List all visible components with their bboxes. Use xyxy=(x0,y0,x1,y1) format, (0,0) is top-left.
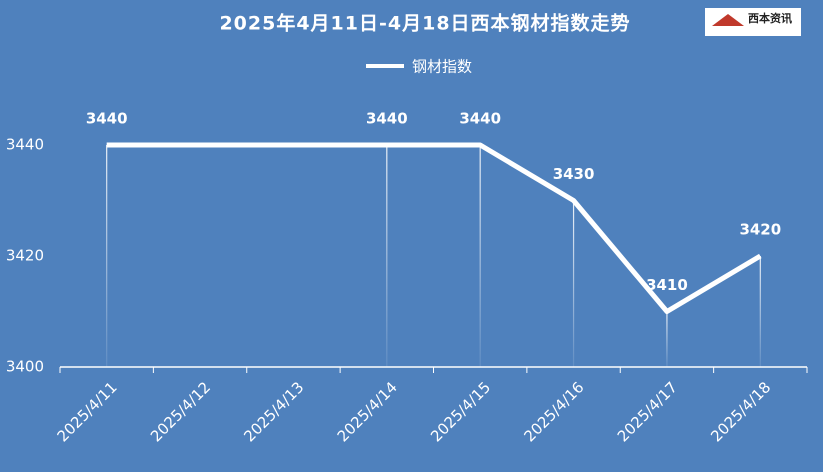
logo-icon xyxy=(712,14,744,26)
data-label: 3440 xyxy=(366,110,408,128)
data-label: 3430 xyxy=(553,165,595,183)
logo-text: 西本资讯 xyxy=(748,11,792,25)
data-label: 3440 xyxy=(86,110,128,128)
drop-line xyxy=(386,145,388,367)
drop-line xyxy=(479,145,481,367)
series-line xyxy=(106,142,762,314)
data-label: 3420 xyxy=(739,221,781,239)
data-label: 3440 xyxy=(459,110,501,128)
drop-line xyxy=(106,145,108,367)
y-tick-label: 3440 xyxy=(6,136,44,154)
y-tick-label: 3400 xyxy=(6,358,44,376)
legend-label: 钢材指数 xyxy=(412,58,472,76)
data-label: 3410 xyxy=(646,276,688,294)
drop-line xyxy=(666,311,668,367)
chart-title: 2025年4月11日-4月18日西本钢材指数走势 xyxy=(219,12,630,35)
drop-line xyxy=(759,256,761,367)
y-tick-label: 3420 xyxy=(6,247,44,265)
drop-line xyxy=(572,200,575,367)
